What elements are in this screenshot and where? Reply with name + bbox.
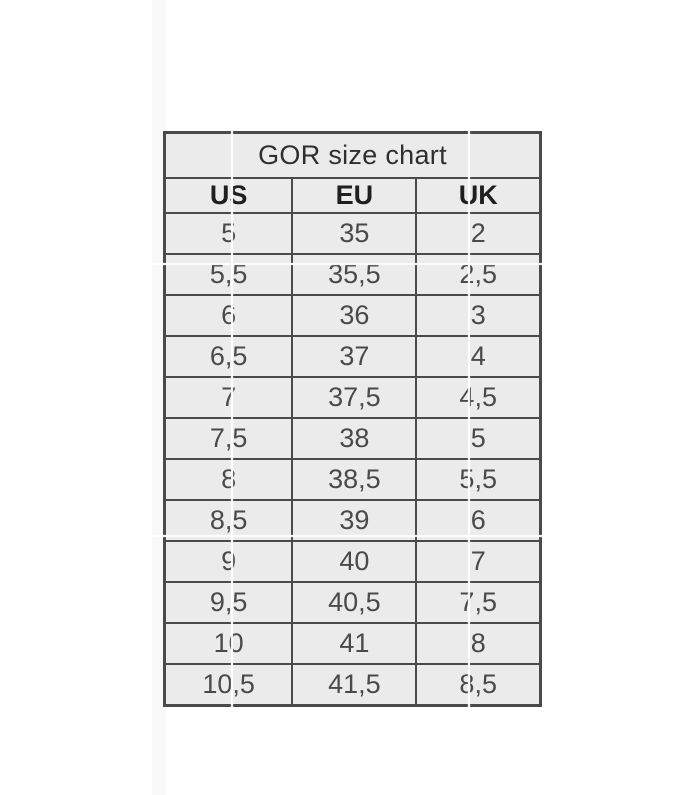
table-header-row: US EU UK (163, 177, 542, 214)
column-header-uk: UK (415, 177, 542, 214)
size-chart-table: GOR size chart US EU UK 5 35 2 5,5 35,5 2,5 6 36 3… (163, 131, 542, 707)
table-cell: 5 (163, 212, 294, 255)
table-cell: 9 (163, 540, 294, 583)
table-cell: 6,5 (163, 335, 294, 378)
table-row: 7 37,5 4,5 (163, 376, 542, 419)
table-cell: 5,5 (415, 458, 542, 501)
table-row: 8,5 39 6 (163, 499, 542, 542)
table-cell: 36 (291, 294, 418, 337)
table-cell: 35,5 (291, 253, 418, 296)
table-cell: 9,5 (163, 581, 294, 624)
watermark-vertical-line-1 (231, 0, 233, 795)
table-title-row: GOR size chart (163, 131, 542, 179)
table-cell: 38,5 (291, 458, 418, 501)
watermark-horizontal-line-1 (0, 263, 694, 265)
table-row: 8 38,5 5,5 (163, 458, 542, 501)
table-cell: 10,5 (163, 663, 294, 707)
table-cell: 40,5 (291, 581, 418, 624)
column-header-us: US (163, 177, 294, 214)
table-cell: 8,5 (163, 499, 294, 542)
watermark-vertical-line-2 (468, 0, 470, 795)
table-cell: 10 (163, 622, 294, 665)
jpeg-ghost-band (152, 0, 166, 795)
table-body: 5 35 2 5,5 35,5 2,5 6 36 3 6,5 37 4 7 37,5 4,5 7,5 38 5 8 3… (163, 212, 542, 707)
table-cell: 6 (163, 294, 294, 337)
table-cell: 40 (291, 540, 418, 583)
table-cell: 39 (291, 499, 418, 542)
table-row: 6,5 37 4 (163, 335, 542, 378)
watermark-horizontal-line-2 (0, 535, 694, 537)
table-cell: 6 (415, 499, 542, 542)
table-cell: 41 (291, 622, 418, 665)
table-cell: 7,5 (163, 417, 294, 460)
table-row: 9 40 7 (163, 540, 542, 583)
table-cell: 7 (163, 376, 294, 419)
table-row: 5,5 35,5 2,5 (163, 253, 542, 296)
table-cell: 3 (415, 294, 542, 337)
table-row: 10,5 41,5 8,5 (163, 663, 542, 707)
column-header-eu: EU (291, 177, 418, 214)
table-cell: 2 (415, 212, 542, 255)
table-row: 5 35 2 (163, 212, 542, 255)
table-cell: 2,5 (415, 253, 542, 296)
table-row: 6 36 3 (163, 294, 542, 337)
table-cell: 8,5 (415, 663, 542, 707)
table-cell: 8 (415, 622, 542, 665)
table-cell: 7 (415, 540, 542, 583)
table-cell: 4,5 (415, 376, 542, 419)
table-row: 10 41 8 (163, 622, 542, 665)
table-title: GOR size chart (163, 131, 542, 179)
table-cell: 7,5 (415, 581, 542, 624)
table-cell: 5 (415, 417, 542, 460)
table-row: 7,5 38 5 (163, 417, 542, 460)
table-cell: 4 (415, 335, 542, 378)
table-cell: 5,5 (163, 253, 294, 296)
table-cell: 38 (291, 417, 418, 460)
table-cell: 37 (291, 335, 418, 378)
table-cell: 35 (291, 212, 418, 255)
table-cell: 41,5 (291, 663, 418, 707)
table-row: 9,5 40,5 7,5 (163, 581, 542, 624)
table-cell: 8 (163, 458, 294, 501)
table-cell: 37,5 (291, 376, 418, 419)
